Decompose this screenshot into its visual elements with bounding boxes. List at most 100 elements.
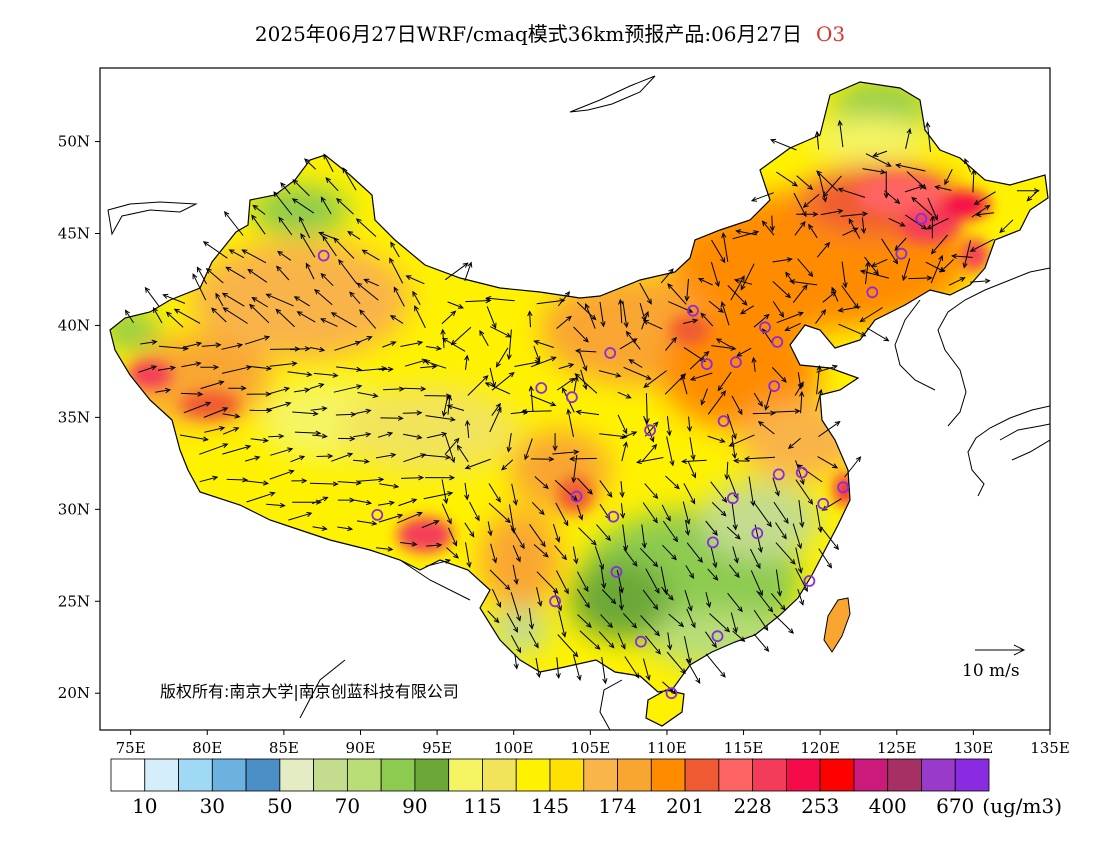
site-marker <box>711 630 724 643</box>
wind-arrowhead <box>717 307 724 313</box>
wind-arrow <box>200 381 224 390</box>
wind-arrow <box>710 547 717 568</box>
wind-arrowhead <box>325 177 331 183</box>
wind-arrow <box>267 387 290 395</box>
wind-arrowhead <box>764 404 770 411</box>
colorbar: 10 30 50 70 90 115 145 174 201 228 253 400 670 (ug/m3… <box>110 758 1062 818</box>
wind-arrowhead <box>784 326 791 331</box>
wind-arrow <box>944 168 953 185</box>
pollutant-label: O3 <box>815 22 846 46</box>
wind-arrow <box>204 427 225 433</box>
wind-arrow <box>496 347 509 368</box>
wind-arrowhead <box>623 322 629 329</box>
wind-arrow <box>711 239 726 263</box>
wind-arrowhead <box>666 430 672 437</box>
wind-arrow <box>771 367 787 383</box>
wind-arrow <box>865 262 869 285</box>
wind-arrowhead <box>646 298 652 305</box>
wind-arrowhead <box>770 410 776 416</box>
wind-arrowhead <box>678 621 685 628</box>
wind-arrowhead <box>557 605 562 612</box>
wind-arrowhead <box>842 282 848 289</box>
colorbar-swatch <box>144 758 179 792</box>
wind-arrow <box>489 407 502 433</box>
wind-arrowhead <box>757 420 764 427</box>
wind-arrowhead <box>301 478 308 484</box>
wind-arrowhead <box>222 443 229 449</box>
wind-arrowhead <box>347 452 354 458</box>
colorbar-label: 10 <box>132 794 157 818</box>
wind-arrowhead <box>539 509 545 516</box>
wind-arrow <box>642 589 658 610</box>
colorbar-swatch <box>887 758 922 792</box>
site-marker <box>915 212 928 225</box>
wind-arrowhead <box>584 602 590 609</box>
wind-arrowhead <box>519 543 525 550</box>
wind-arrowhead <box>320 196 326 203</box>
wind-arrow <box>510 592 521 621</box>
wind-arrowhead <box>469 531 475 538</box>
wind-arrow <box>861 217 865 233</box>
wind-arrowhead <box>740 284 746 291</box>
wind-arrow <box>803 193 820 208</box>
lon-tick-label: 130E <box>954 739 994 757</box>
wind-arrowhead <box>652 604 659 611</box>
wind-arrow <box>573 654 581 681</box>
wind-arrowhead <box>332 372 339 378</box>
title-text: 2025年06月27日WRF/cmaq模式36km预报产品:06月27日 <box>254 22 802 46</box>
wind-arrowhead <box>820 309 827 315</box>
site-marker <box>371 509 384 521</box>
wind-arrow <box>930 255 943 284</box>
wind-arrow <box>412 291 421 306</box>
colorbar-swatch <box>346 758 382 792</box>
wind-arrowhead <box>799 521 805 528</box>
wind-arrow <box>530 394 556 406</box>
wind-arrowhead <box>411 498 418 504</box>
wind-arrow <box>618 586 623 610</box>
wind-arrowhead <box>859 269 866 275</box>
colorbar-swatch <box>819 758 855 792</box>
wind-arrow <box>246 492 275 503</box>
wind-arrow <box>447 301 464 309</box>
wind-arrowhead <box>799 599 805 606</box>
wind-arrow <box>181 362 201 368</box>
wind-arrow <box>442 337 466 352</box>
wind-arrowhead <box>241 249 248 255</box>
wind-arrowhead <box>365 408 372 414</box>
wind-arrowhead <box>291 198 298 204</box>
wind-arrow <box>641 444 657 462</box>
wind-arrow <box>552 451 579 455</box>
wind-arrow <box>808 224 818 239</box>
wind-arrow <box>620 503 624 518</box>
wind-arrowhead <box>720 510 727 517</box>
wind-arrow <box>793 192 807 217</box>
wind-arrow <box>554 479 578 501</box>
wind-arrowhead <box>263 480 270 486</box>
wind-arrowhead <box>508 371 515 378</box>
wind-arrowhead <box>314 289 320 295</box>
wind-arrow <box>309 383 324 390</box>
wind-arrow <box>403 433 422 439</box>
wind-arrow <box>773 613 794 634</box>
wind-arrowhead <box>812 211 819 217</box>
wind-arrowhead <box>780 604 786 611</box>
china-border <box>109 81 1049 727</box>
wind-arrowhead <box>785 292 792 299</box>
wind-arrow <box>683 636 691 664</box>
colorbar-label: 50 <box>267 794 292 818</box>
wind-arrow <box>166 311 184 328</box>
site-marker <box>700 358 713 371</box>
wind-arrow <box>314 289 333 306</box>
wind-arrow <box>645 635 661 655</box>
wind-arrowhead <box>416 410 423 416</box>
wind-arrowhead <box>278 216 284 223</box>
wind-arrow <box>199 443 228 455</box>
wind-arrowhead <box>628 359 635 365</box>
wind-arrow <box>423 454 451 458</box>
wind-arrowhead <box>355 218 362 224</box>
wind-arrow <box>622 524 627 551</box>
wind-arrow <box>622 612 637 629</box>
wind-arrow <box>601 589 616 604</box>
wind-arrow <box>866 327 889 342</box>
wind-arrow <box>577 614 592 628</box>
